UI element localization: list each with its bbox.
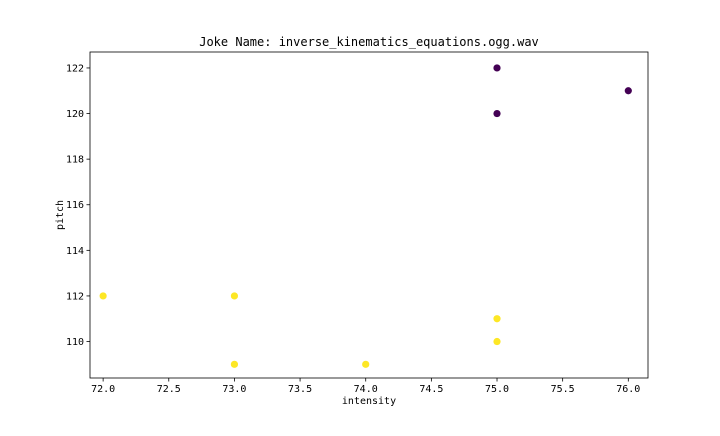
scatter-point	[230, 360, 239, 368]
x-axis-label: intensity	[342, 396, 396, 407]
y-tick-label: 120	[66, 109, 84, 120]
chart-title: Joke Name: inverse_kinematics_equations.…	[199, 35, 539, 49]
y-tick-label: 112	[66, 291, 84, 302]
x-tick-label: 73.0	[222, 384, 246, 395]
y-tick-label: 116	[66, 200, 84, 211]
y-tick-label: 122	[66, 63, 84, 74]
x-tick-label: 72.5	[157, 384, 181, 395]
x-tick-label: 75.5	[551, 384, 575, 395]
scatter-point	[493, 315, 501, 323]
x-tick-label: 76.0	[616, 384, 640, 395]
scatter-point	[362, 360, 370, 368]
scatter-point	[624, 87, 632, 95]
x-tick-label: 74.5	[419, 384, 443, 395]
scatter-point	[493, 109, 501, 118]
y-axis-ticks: 110 112 114 116 118 120 122	[66, 63, 90, 348]
scatter-point	[230, 292, 239, 300]
scatter-point	[493, 337, 501, 346]
x-axis-ticks: 72.0 72.5 73.0 73.5 74.0 74.5 75.0 75.5 76.0	[91, 378, 640, 395]
x-tick-label: 73.5	[288, 384, 312, 395]
x-tick-label: 75.0	[485, 384, 509, 395]
y-tick-label: 110	[66, 337, 84, 348]
x-tick-label: 72.0	[91, 384, 115, 395]
y-axis-label: pitch	[55, 200, 66, 230]
scatter-point	[493, 64, 501, 72]
x-tick-label: 74.0	[354, 384, 378, 395]
data-points	[99, 64, 632, 368]
plot-area	[89, 51, 649, 379]
y-tick-label: 114	[66, 246, 84, 257]
y-tick-label: 118	[66, 155, 84, 166]
scatter-point	[99, 292, 107, 300]
